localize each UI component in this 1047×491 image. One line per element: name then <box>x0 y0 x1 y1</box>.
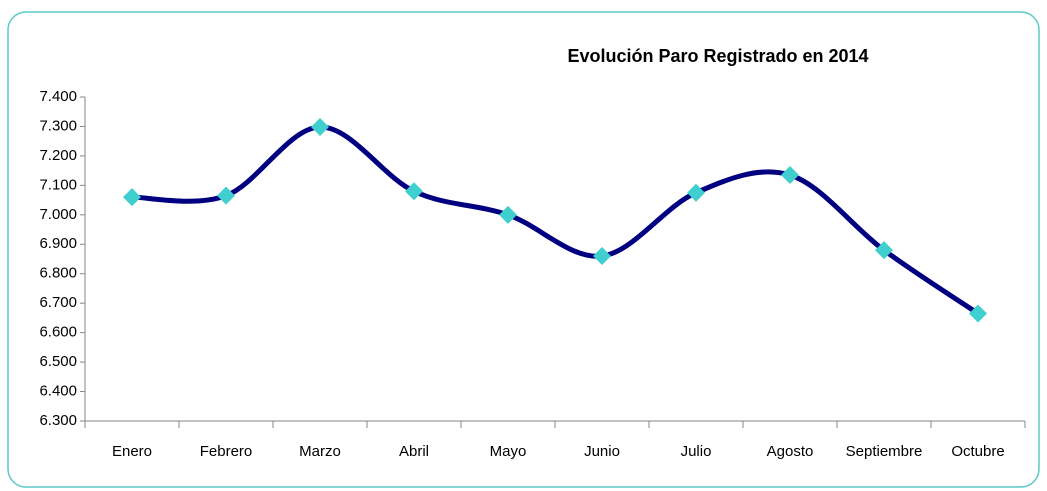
marker <box>969 304 987 323</box>
line <box>131 124 980 316</box>
x-tick-label: Marzo <box>299 443 341 460</box>
x-tick-label: Octubre <box>951 443 1004 460</box>
y-tick-label: 6.700 <box>39 294 77 311</box>
y-tick-label: 7.300 <box>39 117 77 134</box>
marker <box>781 166 799 185</box>
marker <box>593 247 611 266</box>
x-tick-label: Agosto <box>767 443 814 460</box>
y-tick-label: 6.400 <box>39 383 77 400</box>
marker <box>217 186 235 205</box>
marker <box>311 118 329 137</box>
x-tick-label: Mayo <box>490 443 527 460</box>
y-tick-label: 6.300 <box>39 412 77 429</box>
x-tick-label: Enero <box>112 443 152 460</box>
y-tick-label: 7.200 <box>39 147 77 164</box>
x-tick-label: Abril <box>399 443 429 460</box>
y-tick-label: 7.100 <box>39 176 77 193</box>
y-tick-label: 6.500 <box>39 353 77 370</box>
y-tick-label: 6.800 <box>39 265 77 282</box>
x-tick-label: Junio <box>584 443 620 460</box>
marker <box>123 188 141 207</box>
marker <box>875 241 893 260</box>
x-tick-label: Septiembre <box>846 443 923 460</box>
x-tick-label: Julio <box>681 443 712 460</box>
y-tick-label: 6.900 <box>39 235 77 252</box>
marker <box>499 205 517 224</box>
y-tick-label: 7.000 <box>39 206 77 223</box>
y-tick-label: 6.600 <box>39 324 77 341</box>
y-tick-label: 7.400 <box>39 88 77 105</box>
x-tick-label: Febrero <box>200 443 253 460</box>
chart-frame <box>7 11 1040 488</box>
chart-title: Evolución Paro Registrado en 2014 <box>567 46 868 66</box>
marker <box>405 182 423 201</box>
marker <box>687 183 705 202</box>
